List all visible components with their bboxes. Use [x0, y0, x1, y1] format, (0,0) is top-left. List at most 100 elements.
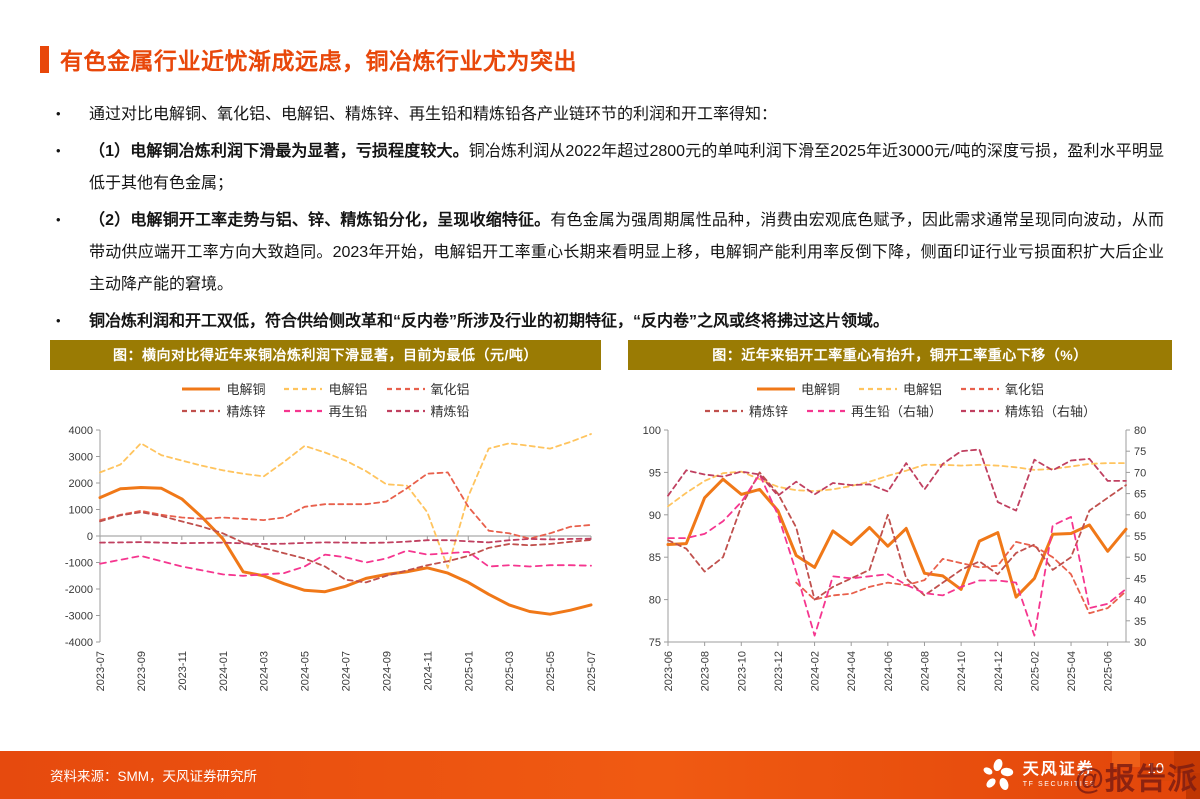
svg-text:80: 80 — [649, 595, 661, 607]
legend-label: 电解铜 — [226, 382, 266, 397]
svg-text:30: 30 — [1134, 637, 1146, 649]
legend-item: 再生铅（右轴） — [806, 401, 942, 420]
footer-decoration-block — [1174, 751, 1200, 773]
bullet-item: • 通过对比电解铜、氧化铝、电解铝、精炼锌、再生铅和精炼铅各产业链环节的利润和开工… — [56, 99, 1164, 131]
svg-text:2025-07: 2025-07 — [586, 651, 598, 691]
legend-label: 精炼锌 — [748, 404, 788, 419]
legend-swatch — [182, 409, 221, 412]
svg-text:95: 95 — [649, 467, 661, 479]
legend-label: 电解铝 — [902, 382, 942, 397]
svg-text:65: 65 — [1134, 489, 1146, 501]
legend-swatch — [284, 387, 323, 390]
legend-item: 精炼铅 — [386, 401, 470, 420]
svg-text:2023-06: 2023-06 — [663, 651, 675, 691]
legend-item: 电解铝 — [283, 379, 368, 398]
legend-swatch — [858, 387, 897, 390]
svg-text:80: 80 — [1134, 425, 1146, 437]
svg-text:55: 55 — [1134, 531, 1146, 543]
legend-item: 氧化铝 — [386, 379, 470, 398]
svg-text:2000: 2000 — [69, 478, 93, 490]
legend-label: 电解铜 — [800, 382, 840, 397]
source-text: 资料来源：SMM，天风证券研究所 — [50, 769, 257, 784]
legend-label: 精炼铅（右轴） — [1005, 404, 1097, 419]
bullet-text: （1）电解铜冶炼利润下滑最为显著，亏损程度较大。铜冶炼利润从2022年超过280… — [89, 143, 1164, 192]
legend-row: 精炼锌 再生铅 精炼铅 — [172, 401, 478, 420]
svg-text:60: 60 — [1134, 510, 1146, 522]
svg-text:2025-06: 2025-06 — [1103, 651, 1115, 691]
legend-label: 再生铅（右轴） — [850, 404, 942, 419]
svg-text:2023-12: 2023-12 — [773, 651, 785, 691]
svg-text:2023-10: 2023-10 — [736, 651, 748, 691]
page-title: 有色金属行业近忧渐成远虑，铜冶炼行业尤为突出 — [60, 48, 577, 74]
right-chart-canvas: 75 80 85 90 95 100 30 35 40 45 50 55 60 65 70 75 80 2023-… — [643, 425, 1147, 691]
brand-text: 天风证券 TF SECURITIES — [1022, 761, 1096, 788]
bullet-text: 通过对比电解铜、氧化铝、电解铝、精炼锌、再生铅和精炼铅各产业链环节的利润和开工率… — [89, 106, 778, 123]
legend-item: 精炼锌 — [704, 401, 788, 420]
svg-text:-4000: -4000 — [65, 637, 93, 649]
svg-text:2024-09: 2024-09 — [381, 651, 393, 691]
svg-text:0: 0 — [87, 531, 93, 543]
footer-decoration-block — [1186, 773, 1200, 799]
legend-swatch — [386, 387, 425, 390]
svg-text:3000: 3000 — [69, 452, 93, 464]
svg-text:75: 75 — [649, 637, 661, 649]
bullet-text: 铜冶炼利润和开工双低，符合供给侧改革和“反内卷”所涉及行业的初期特征，“反内卷”… — [89, 313, 890, 330]
legend-item: 电解铜 — [181, 379, 265, 398]
legend-swatch — [386, 409, 425, 412]
svg-text:45: 45 — [1134, 573, 1146, 585]
left-chart-canvas: -4000 -3000 -2000 -1000 0 1000 2000 3000 4000 202… — [65, 425, 598, 691]
legend-item: 精炼锌 — [181, 401, 265, 420]
legend-item: 电解铜 — [756, 379, 840, 398]
svg-text:85: 85 — [649, 552, 661, 564]
right-chart-legend: 电解铜 电解铝 氧化铝 精炼锌 再生铅（右轴） 精炼铅（右轴） — [628, 379, 1172, 420]
svg-text:50: 50 — [1134, 552, 1146, 564]
svg-text:2024-10: 2024-10 — [956, 651, 968, 691]
title-accent-bar — [40, 45, 49, 73]
svg-text:2025-05: 2025-05 — [545, 651, 557, 691]
legend-swatch — [756, 387, 795, 390]
bullet-text: （2）电解铜开工率走势与铝、锌、精炼铅分化，呈现收缩特征。有色金属为强周期属性品… — [89, 212, 1164, 293]
figure-left: 图：横向对比得近年来铜冶炼利润下滑显著，目前为最低（元/吨） 电解铜 电解铝 氧化铝… — [50, 340, 601, 717]
svg-text:2025-03: 2025-03 — [504, 651, 516, 691]
svg-text:40: 40 — [1134, 595, 1146, 607]
legend-row: 电解铜 电解铝 氧化铝 — [747, 379, 1053, 398]
legend-label: 再生铅 — [328, 404, 368, 419]
footer-decoration-block — [1140, 751, 1174, 781]
svg-text:75: 75 — [1134, 446, 1146, 458]
svg-text:-2000: -2000 — [65, 584, 93, 596]
legend-swatch — [961, 387, 999, 390]
svg-text:2025-02: 2025-02 — [1029, 651, 1041, 691]
svg-text:2024-04: 2024-04 — [846, 651, 858, 691]
legend-row: 精炼锌 再生铅（右轴） 精炼铅（右轴） — [695, 401, 1105, 420]
svg-text:90: 90 — [649, 510, 661, 522]
svg-text:4000: 4000 — [69, 425, 93, 437]
svg-text:2023-08: 2023-08 — [700, 651, 712, 691]
page-title-row: 有色金属行业近忧渐成远虑，铜冶炼行业尤为突出 — [40, 42, 577, 76]
svg-text:-3000: -3000 — [65, 611, 93, 623]
bullet-item: • 铜冶炼利润和开工双低，符合供给侧改革和“反内卷”所涉及行业的初期特征，“反内卷… — [56, 306, 1164, 338]
footer-bar: 资料来源：SMM，天风证券研究所 天风证券 TF SECURITIES 10 @… — [0, 751, 1200, 799]
footer-decoration-block — [1112, 751, 1140, 767]
bullet-marker: • — [56, 143, 61, 158]
svg-text:2023-11: 2023-11 — [177, 651, 189, 691]
figure-right: 图：近年来铝开工率重心有抬升，铜开工率重心下移（%） 电解铜 电解铝 氧化铝 精炼锌 再… — [628, 340, 1172, 717]
bullet-marker: • — [56, 106, 61, 121]
svg-text:1000: 1000 — [69, 505, 93, 517]
svg-text:-1000: -1000 — [65, 558, 93, 570]
legend-label: 氧化铝 — [430, 382, 470, 397]
legend-swatch — [806, 409, 845, 412]
left-chart-title: 图：横向对比得近年来铜冶炼利润下滑显著，目前为最低（元/吨） — [50, 340, 601, 370]
bullet-item: • （1）电解铜冶炼利润下滑最为显著，亏损程度较大。铜冶炼利润从2022年超过28… — [56, 136, 1164, 200]
legend-swatch — [961, 409, 999, 412]
brand-logo: 天风证券 TF SECURITIES — [981, 758, 1096, 792]
legend-swatch — [284, 409, 323, 412]
bullet-marker: • — [56, 313, 61, 328]
svg-text:2025-04: 2025-04 — [1066, 651, 1078, 691]
svg-text:2024-07: 2024-07 — [341, 651, 353, 691]
legend-label: 精炼铅 — [430, 404, 470, 419]
svg-text:2024-11: 2024-11 — [422, 651, 434, 691]
legend-label: 精炼锌 — [226, 404, 266, 419]
legend-item: 电解铝 — [858, 379, 942, 398]
legend-row: 电解铜 电解铝 氧化铝 — [172, 379, 478, 398]
svg-text:100: 100 — [643, 425, 661, 437]
